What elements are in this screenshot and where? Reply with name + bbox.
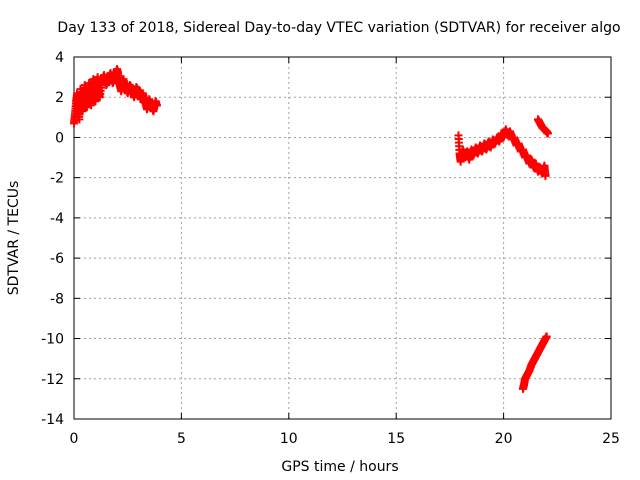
grid-layer [74, 57, 611, 419]
x-tick-label: 15 [387, 431, 405, 447]
plot-frame [73, 56, 612, 420]
data-series-2 [454, 125, 550, 180]
y-tick-label: -4 [50, 211, 64, 227]
y-axis-label: SDTVAR / TECUs [6, 181, 22, 296]
y-tick-label: -12 [41, 372, 64, 388]
y-tick-label: -2 [50, 171, 64, 187]
x-axis-label: GPS time / hours [281, 459, 398, 475]
y-tick-label: -8 [50, 291, 64, 307]
data-series-1 [70, 65, 161, 128]
x-tick-label: 25 [602, 431, 620, 447]
data-point [541, 171, 550, 180]
data-point [542, 332, 551, 341]
y-tick-label: -6 [50, 251, 64, 267]
x-tick-label: 0 [70, 431, 79, 447]
y-tick-label: 2 [55, 90, 64, 106]
y-tick-label: 0 [55, 130, 64, 146]
y-tick-label: 4 [55, 50, 64, 66]
data-point [543, 129, 552, 138]
data-layer [70, 65, 552, 393]
chart-title: Day 133 of 2018, Sidereal Day-to-day VTE… [57, 20, 620, 36]
y-tick-label: -14 [41, 412, 64, 428]
x-tick-label: 10 [280, 431, 298, 447]
x-tick-label: 5 [177, 431, 186, 447]
y-tick-label: -10 [41, 332, 64, 348]
data-series-3 [533, 115, 552, 138]
x-tick-label: 20 [495, 431, 513, 447]
data-series-4 [518, 332, 551, 393]
data-point [152, 101, 161, 110]
